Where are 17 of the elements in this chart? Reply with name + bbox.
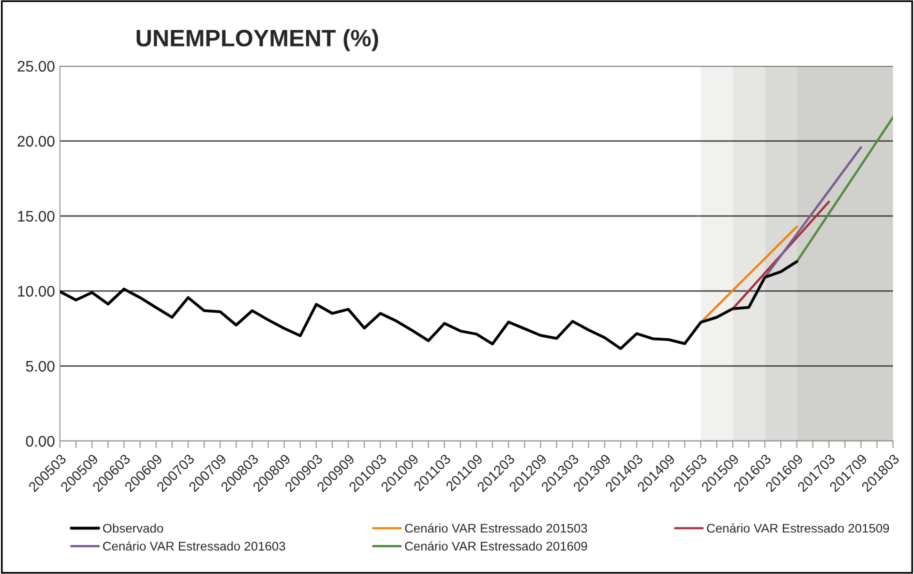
y-tick-label: 20.00: [18, 136, 55, 147]
y-tick-label: 15.00: [18, 210, 55, 222]
line-series: [764, 146, 862, 278]
y-tick-label: 25.00: [18, 60, 55, 72]
line-series: [732, 200, 830, 310]
legend-label: Cenário VAR Estressado 201503: [405, 523, 588, 533]
line-series: [60, 260, 798, 350]
line-series: [796, 116, 893, 263]
legend-label: Cenário VAR Estressado 201609: [405, 541, 588, 551]
line-series: [700, 226, 798, 324]
legend-label: Cenário VAR Estressado 201509: [707, 523, 889, 533]
legend-label: Observado: [103, 524, 164, 533]
y-tick-label: 0.00: [26, 436, 55, 447]
legend-label: Cenário VAR Estressado 201603: [103, 541, 286, 551]
y-tick-label: 10.00: [18, 286, 55, 297]
chart-title: UNEMPLOYMENT (%): [136, 29, 378, 52]
y-tick-label: 5.00: [26, 360, 55, 372]
